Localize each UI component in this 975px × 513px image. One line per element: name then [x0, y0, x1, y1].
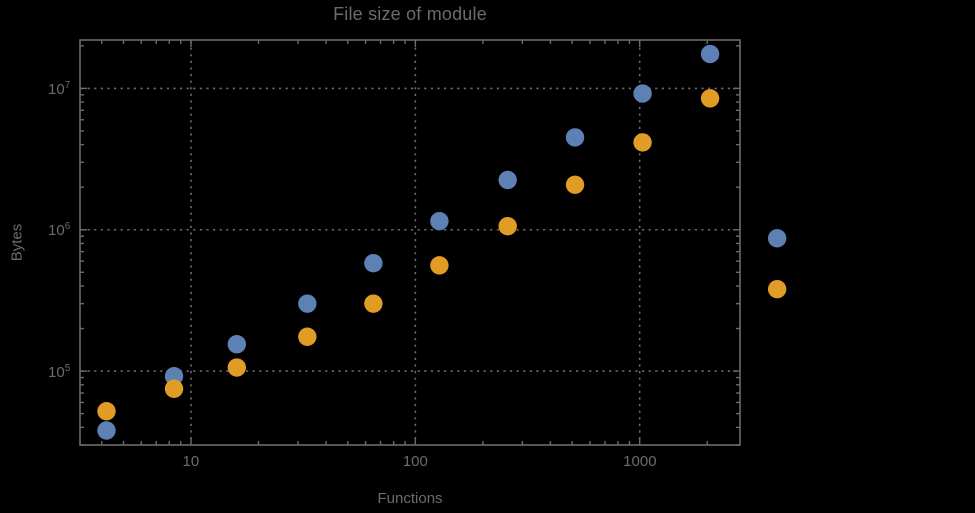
data-point-blue — [430, 211, 449, 231]
data-point-blue — [227, 334, 247, 354]
data-point-orange — [498, 216, 517, 236]
chart-title: File size of module — [333, 4, 487, 24]
y-tick-label: 106 — [48, 221, 71, 240]
data-point-blue — [97, 421, 116, 440]
gridlines — [81, 41, 739, 444]
data-point-orange — [430, 256, 449, 275]
data-point-orange — [164, 379, 184, 398]
data-point-blue — [298, 294, 317, 313]
axis-ticks — [80, 40, 740, 446]
data-point-orange — [633, 133, 652, 152]
data-point-orange — [298, 327, 317, 346]
data-markers — [97, 44, 787, 440]
data-point-orange — [700, 89, 720, 108]
x-axis-title: Functions — [377, 490, 443, 507]
plot-frame — [79, 39, 741, 446]
data-point-blue — [700, 44, 720, 64]
data-point-blue — [633, 84, 652, 103]
data-point-orange — [97, 402, 116, 421]
data-point-blue — [364, 253, 383, 273]
data-point-orange — [364, 294, 383, 313]
x-tick-label: 1000 — [623, 453, 657, 470]
y-tick-label: 107 — [48, 79, 71, 98]
data-point-orange — [767, 279, 787, 299]
x-tick-label: 10 — [182, 453, 200, 470]
data-point-blue — [565, 128, 585, 147]
data-point-orange — [565, 175, 585, 194]
y-tick-label: 105 — [48, 362, 71, 381]
data-point-blue — [767, 229, 787, 248]
data-point-blue — [498, 170, 517, 190]
x-tick-label: 100 — [402, 453, 428, 470]
data-point-orange — [227, 358, 247, 377]
